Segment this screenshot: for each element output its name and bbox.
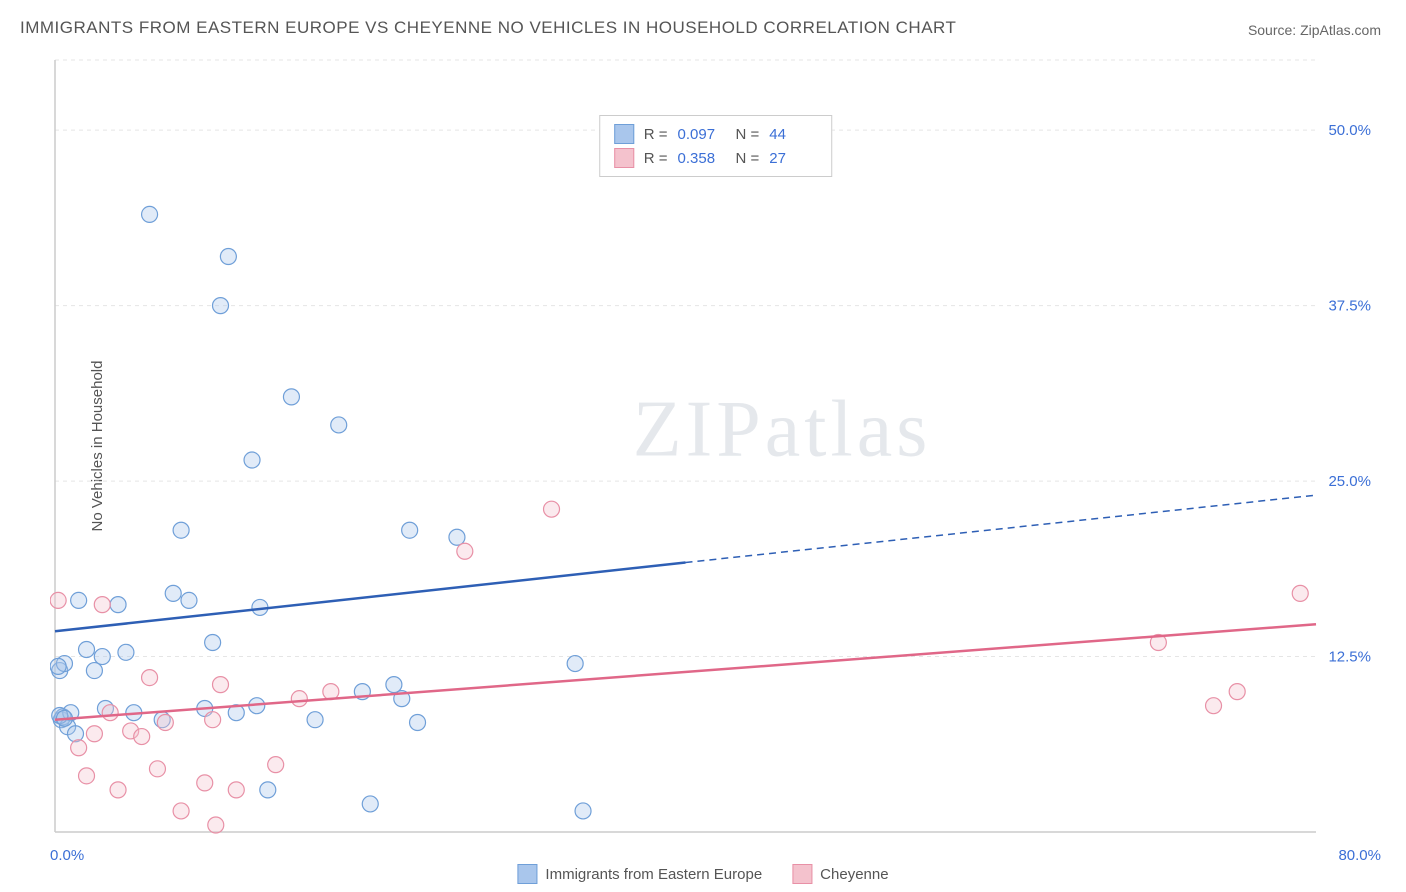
legend-item-series2: Cheyenne xyxy=(792,864,888,884)
r-label: R = xyxy=(644,150,668,167)
legend-row-series1: R = 0.097 N = 44 xyxy=(614,122,818,146)
x-axis-max-label: 80.0% xyxy=(1338,847,1381,864)
x-axis-min-label: 0.0% xyxy=(50,847,84,864)
legend-label-series1: Immigrants from Eastern Europe xyxy=(545,866,762,883)
legend-item-series1: Immigrants from Eastern Europe xyxy=(517,864,762,884)
n-label: N = xyxy=(736,126,760,143)
n-label: N = xyxy=(736,150,760,167)
legend-swatch-icon xyxy=(792,864,812,884)
series-legend: Immigrants from Eastern Europe Cheyenne xyxy=(517,864,888,884)
r-value-series2: 0.358 xyxy=(678,150,726,167)
legend-swatch-series1 xyxy=(614,124,634,144)
svg-text:37.5%: 37.5% xyxy=(1328,298,1371,315)
legend-swatch-series2 xyxy=(614,148,634,168)
chart-title: IMMIGRANTS FROM EASTERN EUROPE VS CHEYEN… xyxy=(20,18,956,38)
r-label: R = xyxy=(644,126,668,143)
correlation-legend: R = 0.097 N = 44 R = 0.358 N = 27 xyxy=(599,115,833,177)
legend-row-series2: R = 0.358 N = 27 xyxy=(614,146,818,170)
svg-text:25.0%: 25.0% xyxy=(1328,473,1371,490)
r-value-series1: 0.097 xyxy=(678,126,726,143)
source-prefix: Source: xyxy=(1248,22,1300,38)
legend-label-series2: Cheyenne xyxy=(820,866,888,883)
source-attribution: Source: ZipAtlas.com xyxy=(1248,22,1381,38)
n-value-series1: 44 xyxy=(769,126,817,143)
n-value-series2: 27 xyxy=(769,150,817,167)
svg-text:12.5%: 12.5% xyxy=(1328,649,1371,666)
source-link[interactable]: ZipAtlas.com xyxy=(1300,22,1381,38)
legend-swatch-icon xyxy=(517,864,537,884)
svg-text:50.0%: 50.0% xyxy=(1328,122,1371,139)
chart-area: ZIPatlas R = 0.097 N = 44 R = 0.358 N = … xyxy=(50,55,1381,837)
